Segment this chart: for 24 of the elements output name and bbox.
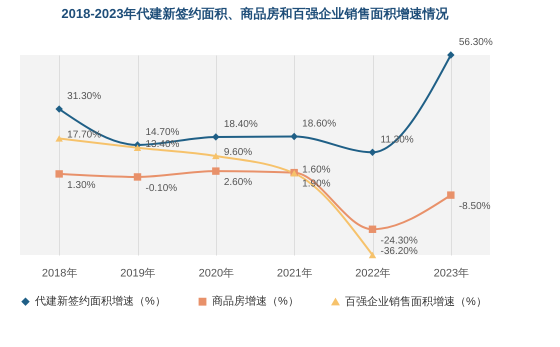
data-label: -24.30% bbox=[380, 235, 418, 246]
x-tick-label: 2020年 bbox=[198, 268, 234, 280]
legend-label: 代建新签约面积增速（%） bbox=[34, 294, 166, 308]
data-label: 56.30% bbox=[458, 37, 493, 48]
chart-title: 2018-2023年代建新签约面积、商品房和百强企业销售面积增速情况 bbox=[61, 6, 450, 21]
data-label: 9.60% bbox=[224, 146, 252, 158]
x-tick-label: 2019年 bbox=[120, 268, 156, 280]
data-label: -0.10% bbox=[146, 182, 178, 194]
x-tick-label: 2023年 bbox=[434, 268, 470, 280]
data-label: -36.20% bbox=[380, 246, 418, 257]
data-label: 31.30% bbox=[67, 91, 102, 102]
x-tick-label: 2022年 bbox=[355, 268, 391, 280]
data-label: 17.70% bbox=[67, 129, 102, 140]
data-label: 1.30% bbox=[67, 180, 96, 191]
legend-label: 百强企业销售面积增速（%） bbox=[345, 294, 487, 308]
legend-label: 商品房增速（%） bbox=[212, 294, 299, 308]
data-label: 18.40% bbox=[224, 118, 258, 130]
data-label: 18.60% bbox=[302, 118, 336, 130]
x-tick-label: 2021年 bbox=[276, 268, 312, 280]
x-tick-label: 2018年 bbox=[42, 268, 78, 280]
data-label: 14.70% bbox=[146, 126, 180, 138]
data-label: 2.60% bbox=[224, 177, 252, 188]
data-label: -8.50% bbox=[458, 201, 491, 212]
data-label: 1.60% bbox=[302, 164, 331, 176]
